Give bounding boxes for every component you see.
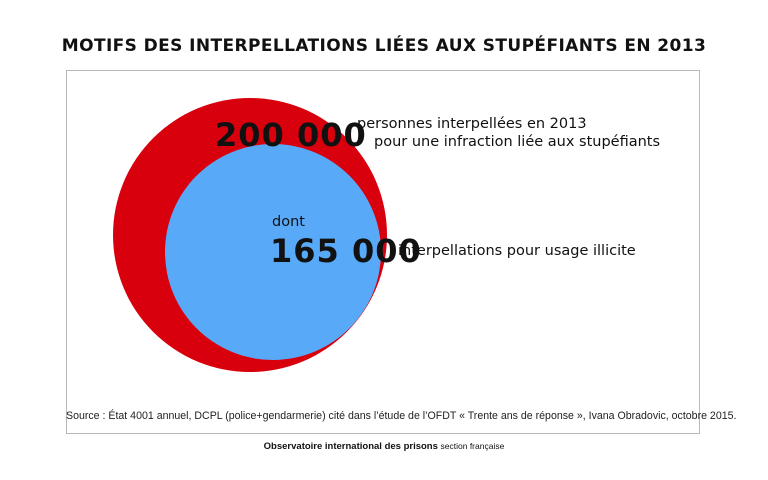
outer-value: 200 000 <box>215 116 367 154</box>
outer-label-line1: personnes interpellées en 2013 <box>357 116 587 132</box>
footer-section: section française <box>440 441 505 451</box>
source-note: Source : État 4001 annuel, DCPL (police+… <box>66 410 737 422</box>
inner-prefix: dont <box>272 214 305 230</box>
inner-value: 165 000 <box>270 232 422 270</box>
outer-label-line2: pour une infraction liée aux stupéfiants <box>374 134 661 150</box>
page-title: MOTIFS DES INTERPELLATIONS LIÉES AUX STU… <box>61 36 707 56</box>
inner-circle-usage-arrests <box>165 144 381 360</box>
footer-credit: Observatoire international des prisons s… <box>0 441 768 452</box>
diagram-frame <box>66 70 700 434</box>
footer-organization: Observatoire international des prisons <box>263 441 438 452</box>
inner-label: interpellations pour usage illicite <box>398 243 636 259</box>
